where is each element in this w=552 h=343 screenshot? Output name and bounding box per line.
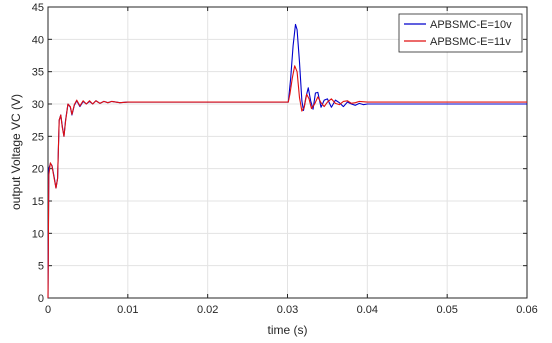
- y-tick-label: 10: [32, 228, 44, 240]
- y-tick-label: 45: [32, 2, 44, 14]
- y-tick-label: 20: [32, 164, 44, 176]
- y-tick-label: 0: [38, 293, 44, 305]
- x-axis-label: time (s): [268, 323, 308, 337]
- axes: [47, 6, 528, 299]
- y-tick-label: 30: [32, 99, 44, 111]
- x-tick-label: 0.03: [277, 304, 298, 316]
- y-tick-label: 40: [32, 34, 44, 46]
- legend: APBSMC-E=10v APBSMC-E=11v: [398, 13, 523, 53]
- tick-labels: 0 0.01 0.02 0.03 0.04 0.05 0.06 0 5 10 15 20 25 30 35 4…: [32, 2, 538, 316]
- x-tick-label: 0.05: [436, 304, 457, 316]
- legend-label-series-2: APBSMC-E=11v: [430, 36, 511, 48]
- x-tick-label: 0: [45, 304, 51, 316]
- legend-label-series-1: APBSMC-E=10v: [430, 19, 512, 31]
- x-tick-label: 0.04: [357, 304, 378, 316]
- y-tick-label: 5: [38, 261, 44, 273]
- y-tick-label: 35: [32, 67, 44, 79]
- y-axis-label: output Voltage VC (V): [9, 94, 23, 210]
- y-tick-label: 15: [32, 196, 44, 208]
- x-tick-label: 0.01: [117, 304, 138, 316]
- legend-box: [398, 13, 523, 53]
- y-tick-label: 25: [32, 131, 44, 143]
- x-tick-label: 0.06: [516, 304, 537, 316]
- x-tick-label: 0.02: [197, 304, 218, 316]
- series-line-2: [47, 65, 527, 299]
- series-group: [47, 23, 527, 299]
